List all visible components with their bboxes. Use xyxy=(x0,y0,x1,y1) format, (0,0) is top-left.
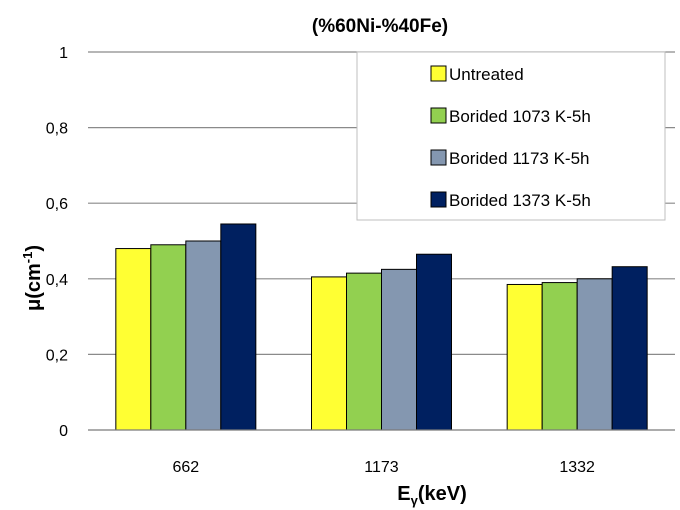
bar xyxy=(576,278,613,431)
y-tick-labels: 0 0,2 0,4 0,6 0,8 1 xyxy=(46,45,68,440)
bar xyxy=(541,282,578,431)
bar xyxy=(185,240,222,431)
x-tick-labels: 662 1173 1332 xyxy=(172,459,595,476)
legend-swatch xyxy=(430,149,447,166)
bar xyxy=(346,272,382,431)
bars xyxy=(115,223,648,431)
legend-label: Untreated xyxy=(449,65,524,84)
bar xyxy=(311,276,347,431)
bar xyxy=(381,268,417,431)
y-tick-label: 0,8 xyxy=(46,121,68,138)
x-axis-label: Eγ(keV) xyxy=(397,483,466,508)
y-tick-label: 0,6 xyxy=(46,196,68,213)
legend-label: Borided 1373 K-5h xyxy=(449,191,591,210)
legend-label: Borided 1073 K-5h xyxy=(449,107,591,126)
legend-swatch xyxy=(430,65,447,82)
y-tick-label: 0,2 xyxy=(46,347,68,364)
x-tick-label: 662 xyxy=(172,459,199,476)
bar xyxy=(220,223,257,431)
bar xyxy=(115,248,152,431)
y-axis-label: μ(cm-1) xyxy=(20,245,45,311)
y-tick-label: 0,4 xyxy=(46,272,68,289)
x-tick-label: 1332 xyxy=(559,459,595,476)
bar xyxy=(150,244,187,431)
bar xyxy=(506,283,543,431)
legend-box xyxy=(356,51,666,221)
x-tick-label: 1173 xyxy=(364,459,399,476)
legend-swatch xyxy=(430,191,447,208)
chart-title: (%60Ni-%40Fe) xyxy=(312,16,448,37)
legend-label: Borided 1173 K-5h xyxy=(449,149,590,168)
legend-swatch xyxy=(430,107,447,124)
bar xyxy=(416,253,452,431)
legend: Untreated Borided 1073 K-5h Borided 1173 K… xyxy=(356,51,666,221)
y-tick-label: 0 xyxy=(59,423,68,440)
y-tick-label: 1 xyxy=(59,45,68,62)
bar xyxy=(611,266,648,431)
